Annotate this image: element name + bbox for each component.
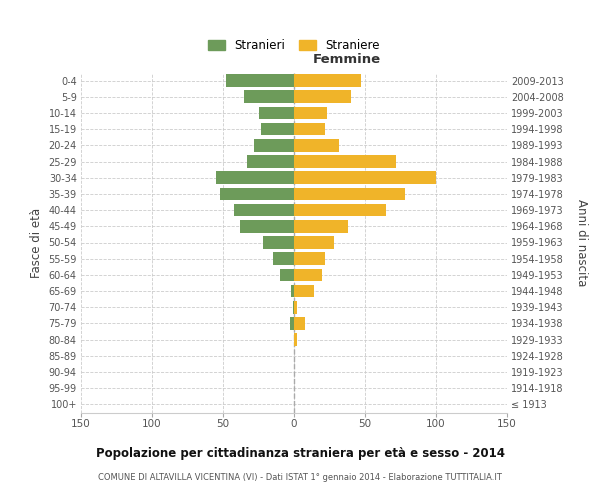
Bar: [254, 139, 294, 151]
Bar: [216, 172, 294, 184]
Bar: [294, 334, 297, 346]
Bar: [294, 123, 325, 136]
Bar: [247, 155, 294, 168]
Bar: [259, 106, 294, 120]
Bar: [290, 317, 294, 330]
Text: Femmine: Femmine: [313, 52, 382, 66]
Bar: [294, 188, 405, 200]
Bar: [294, 139, 340, 151]
Bar: [272, 252, 294, 265]
Bar: [294, 204, 386, 216]
Bar: [294, 220, 348, 232]
Bar: [294, 155, 396, 168]
Bar: [294, 268, 322, 281]
Bar: [294, 74, 361, 87]
Bar: [294, 106, 326, 120]
Bar: [280, 268, 294, 281]
Legend: Stranieri, Straniere: Stranieri, Straniere: [203, 34, 385, 56]
Bar: [262, 123, 294, 136]
Bar: [294, 172, 436, 184]
Bar: [220, 188, 294, 200]
Bar: [294, 236, 334, 249]
Bar: [235, 204, 294, 216]
Bar: [244, 90, 294, 103]
Text: COMUNE DI ALTAVILLA VICENTINA (VI) - Dati ISTAT 1° gennaio 2014 - Elaborazione T: COMUNE DI ALTAVILLA VICENTINA (VI) - Dat…: [98, 472, 502, 482]
Bar: [294, 301, 297, 314]
Bar: [291, 285, 294, 298]
Bar: [294, 285, 314, 298]
Bar: [293, 301, 294, 314]
Y-axis label: Anni di nascita: Anni di nascita: [575, 199, 588, 286]
Bar: [240, 220, 294, 232]
Bar: [294, 317, 305, 330]
Bar: [226, 74, 294, 87]
Text: Popolazione per cittadinanza straniera per età e sesso - 2014: Popolazione per cittadinanza straniera p…: [95, 448, 505, 460]
Y-axis label: Fasce di età: Fasce di età: [30, 208, 43, 278]
Bar: [294, 90, 351, 103]
Bar: [263, 236, 294, 249]
Bar: [294, 252, 325, 265]
